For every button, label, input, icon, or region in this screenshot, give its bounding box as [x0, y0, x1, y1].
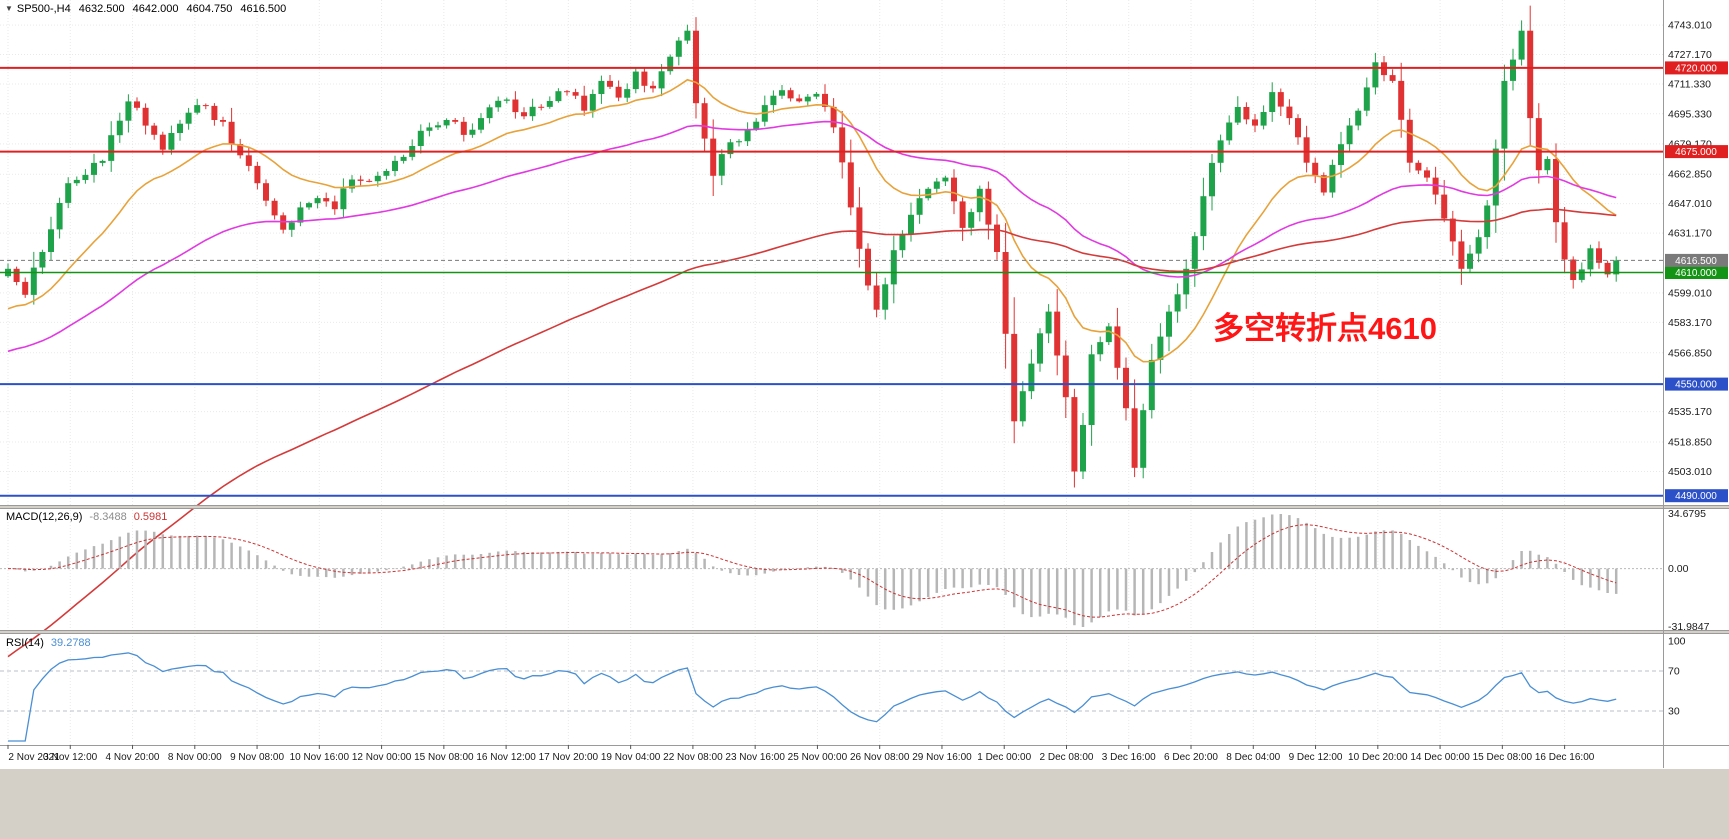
svg-text:70: 70	[1668, 666, 1680, 678]
macd-histogram	[15, 514, 1618, 627]
svg-text:12 Nov 00:00: 12 Nov 00:00	[352, 752, 412, 763]
macd-label: MACD(12,26,9)	[6, 511, 83, 523]
svg-text:4727.170: 4727.170	[1668, 49, 1712, 61]
svg-text:8 Dec 04:00: 8 Dec 04:00	[1226, 752, 1280, 763]
svg-text:14 Dec 00:00: 14 Dec 00:00	[1410, 752, 1470, 763]
rsi-label: RSI(14)	[6, 637, 44, 649]
horizontal-level-lines[interactable]	[0, 66, 1663, 497]
high-value: 4642.000	[132, 3, 179, 15]
svg-text:4583.170: 4583.170	[1668, 317, 1712, 329]
svg-text:15 Dec 08:00: 15 Dec 08:00	[1473, 752, 1533, 763]
svg-text:1 Dec 00:00: 1 Dec 00:00	[977, 752, 1031, 763]
svg-text:25 Nov 00:00: 25 Nov 00:00	[788, 752, 848, 763]
svg-text:0.00: 0.00	[1668, 563, 1689, 575]
axis-badges[interactable]: 4720.000 4675.000 4610.000 4550.000 4490.000…	[1665, 61, 1728, 503]
svg-text:23 Nov 16:00: 23 Nov 16:00	[725, 752, 785, 763]
svg-text:4490.000: 4490.000	[1675, 491, 1717, 502]
svg-text:2 Nov 2021: 2 Nov 2021	[8, 752, 60, 763]
rsi-axis-labels: 100 70 30	[1668, 636, 1686, 718]
chart-annotation-text[interactable]: 多空转折点4610	[1213, 311, 1437, 346]
svg-text:4535.170: 4535.170	[1668, 406, 1712, 418]
svg-text:29 Nov 16:00: 29 Nov 16:00	[912, 752, 972, 763]
svg-text:2 Dec 08:00: 2 Dec 08:00	[1040, 752, 1094, 763]
macd-main-value: -8.3488	[89, 511, 127, 523]
macd-signal-value: 0.5981	[133, 511, 168, 523]
svg-text:3 Nov 12:00: 3 Nov 12:00	[43, 752, 97, 763]
panel-separators	[0, 0, 1729, 768]
window-bottom-area	[0, 768, 1729, 839]
current-price-badge[interactable]	[1665, 253, 1728, 267]
svg-text:4695.330: 4695.330	[1668, 108, 1712, 120]
svg-text:4518.850: 4518.850	[1668, 437, 1712, 449]
price-badge-4490.000[interactable]	[1665, 489, 1728, 503]
chart-symbol-header: ▼ SP500-,H4 4632.500 4642.000 4604.750 4616.5…	[5, 3, 286, 15]
rsi-indicator-header: RSI(14) 39.2788	[6, 637, 91, 649]
svg-text:6 Dec 20:00: 6 Dec 20:00	[1164, 752, 1218, 763]
svg-text:8 Nov 00:00: 8 Nov 00:00	[168, 752, 222, 763]
svg-text:34.6795: 34.6795	[1668, 508, 1706, 520]
svg-text:100: 100	[1668, 636, 1686, 648]
svg-text:4503.010: 4503.010	[1668, 466, 1712, 478]
symbol-marker-icon: ▼	[5, 4, 13, 13]
svg-text:4550.000: 4550.000	[1675, 380, 1717, 391]
candlesticks	[5, 5, 1620, 488]
price-badge-4610.000[interactable]	[1665, 266, 1728, 279]
price-axis-labels: 4743.0104727.1704711.3304695.3304679.170…	[1668, 20, 1712, 478]
price-badge-4675.000[interactable]	[1665, 145, 1728, 159]
svg-text:4675.000: 4675.000	[1675, 147, 1717, 158]
svg-text:-31.9847: -31.9847	[1668, 621, 1710, 633]
open-value: 4632.500	[78, 3, 125, 15]
ma-slow-red	[7, 208, 1617, 658]
svg-text:17 Nov 20:00: 17 Nov 20:00	[539, 752, 599, 763]
rsi-value: 39.2788	[50, 637, 91, 649]
macd-indicator-header: MACD(12,26,9) -8.3488 0.5981	[6, 511, 167, 523]
svg-text:3 Dec 16:00: 3 Dec 16:00	[1102, 752, 1156, 763]
ma-mid-magenta	[7, 120, 1617, 353]
svg-text:16 Dec 16:00: 16 Dec 16:00	[1535, 752, 1595, 763]
rsi-level-lines	[0, 670, 1663, 712]
price-badge-4720.000[interactable]	[1665, 61, 1728, 75]
close-value: 4616.500	[240, 3, 287, 15]
ma-fast-orange	[7, 78, 1617, 363]
svg-text:4 Nov 20:00: 4 Nov 20:00	[106, 752, 160, 763]
svg-text:4610.000: 4610.000	[1675, 268, 1717, 279]
svg-text:30: 30	[1668, 706, 1680, 718]
svg-text:4711.330: 4711.330	[1668, 79, 1711, 91]
moving-averages	[7, 78, 1617, 658]
svg-text:9 Dec 12:00: 9 Dec 12:00	[1289, 752, 1343, 763]
svg-text:4599.010: 4599.010	[1668, 287, 1712, 299]
svg-text:4720.000: 4720.000	[1675, 63, 1717, 74]
svg-text:9 Nov 08:00: 9 Nov 08:00	[230, 752, 284, 763]
svg-text:4662.850: 4662.850	[1668, 169, 1712, 181]
rsi-line	[8, 652, 1617, 742]
svg-text:10 Dec 20:00: 10 Dec 20:00	[1348, 752, 1408, 763]
svg-text:4631.170: 4631.170	[1668, 228, 1712, 240]
low-value: 4604.750	[186, 3, 233, 15]
svg-text:4566.850: 4566.850	[1668, 347, 1712, 359]
price-badge-4550.000[interactable]	[1665, 377, 1728, 391]
svg-text:4616.500: 4616.500	[1675, 256, 1717, 267]
svg-text:4743.010: 4743.010	[1668, 20, 1712, 32]
svg-text:4647.010: 4647.010	[1668, 198, 1712, 210]
svg-text:19 Nov 04:00: 19 Nov 04:00	[601, 752, 661, 763]
macd-axis-labels: 34.6795 0.00 -31.9847	[1668, 508, 1710, 633]
svg-text:16 Nov 12:00: 16 Nov 12:00	[476, 752, 536, 763]
svg-text:15 Nov 08:00: 15 Nov 08:00	[414, 752, 474, 763]
svg-text:22 Nov 08:00: 22 Nov 08:00	[663, 752, 723, 763]
svg-text:26 Nov 08:00: 26 Nov 08:00	[850, 752, 910, 763]
chart-canvas[interactable]: 4743.0104727.1704711.3304695.3304679.170…	[0, 0, 1729, 768]
symbol-period-label: SP500-,H4	[16, 3, 71, 15]
svg-text:10 Nov 16:00: 10 Nov 16:00	[290, 752, 350, 763]
